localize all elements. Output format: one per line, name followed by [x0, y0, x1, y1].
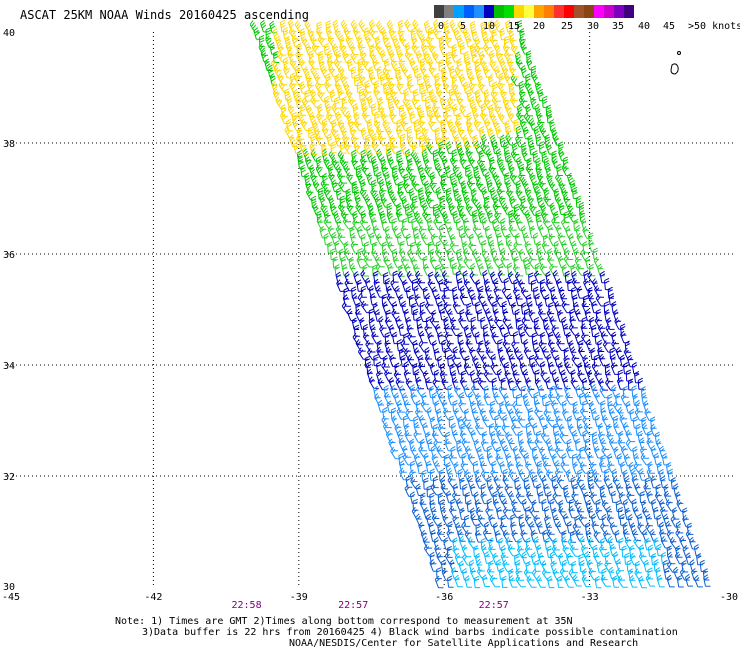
wind-barbs	[249, 19, 711, 589]
legend-swatch	[444, 5, 454, 18]
legend-swatch	[484, 5, 494, 18]
legend-swatch	[564, 5, 574, 18]
legend-swatch	[514, 5, 524, 18]
legend-label: 15	[508, 21, 521, 32]
longitude-tick-label: -42	[144, 592, 162, 603]
legend-swatch	[454, 5, 464, 18]
wind-barb-group	[450, 535, 668, 589]
legend-labels: 0 5 10 15 20 25 30 35 40 45 >50 knots	[430, 21, 740, 33]
note-line-1: Note: 1) Times are GMT 2)Times along bot…	[115, 616, 573, 627]
legend-label: 30	[587, 21, 600, 32]
latitude-tick-label: 40	[3, 28, 15, 39]
pass-time-label: 22:58	[231, 600, 262, 611]
legend-swatch	[494, 5, 504, 18]
legend-swatch	[534, 5, 544, 18]
note-line-3: NOAA/NESDIS/Center for Satellite Applica…	[289, 638, 639, 649]
legend-label: 10	[483, 21, 496, 32]
wind-barb-group	[270, 19, 522, 155]
legend-label: 40	[638, 21, 651, 32]
wind-barb-group	[373, 383, 675, 482]
island-outline	[670, 51, 681, 75]
legend-swatch	[434, 5, 444, 18]
wind-barb-group	[404, 475, 711, 589]
legend-swatch	[614, 5, 624, 18]
legend-swatch	[504, 5, 514, 18]
legend-swatch	[474, 5, 484, 18]
legend-swatch	[584, 5, 594, 18]
latitude-tick-label: 36	[3, 250, 15, 261]
longitude-tick-label: -45	[2, 592, 20, 603]
legend-swatch	[604, 5, 614, 18]
wind-barb-group	[316, 216, 605, 277]
longitude-tick-label: -33	[581, 592, 599, 603]
latitude-tick-label: 34	[3, 361, 15, 372]
longitude-tick-label: -39	[290, 592, 308, 603]
legend-swatch	[574, 5, 584, 18]
note-line-2: 3)Data buffer is 22 hrs from 20160425 4)…	[142, 627, 678, 638]
legend-label: >50 knots	[688, 21, 740, 32]
pass-time-label: 22:57	[478, 600, 509, 611]
legend-swatch	[594, 5, 604, 18]
wind-speed-legend	[434, 5, 634, 18]
legend-swatch	[544, 5, 554, 18]
legend-label: 0	[438, 21, 445, 32]
legend-swatch	[624, 5, 634, 18]
longitude-tick-label: -30	[720, 592, 738, 603]
legend-swatch	[524, 5, 534, 18]
latitude-tick-label: 38	[3, 139, 15, 150]
legend-label: 5	[460, 21, 467, 32]
legend-label: 45	[663, 21, 676, 32]
legend-label: 35	[612, 21, 625, 32]
axis-labels: -45 -42 -39 -36 -33 -30 30 32 34 36 38 40	[2, 28, 738, 603]
longitude-tick-label: -36	[435, 592, 453, 603]
wind-barb-group	[335, 269, 644, 391]
latitude-tick-label: 30	[3, 582, 15, 593]
latitude-tick-label: 32	[3, 472, 15, 483]
legend-label: 20	[533, 21, 546, 32]
legend-swatch	[554, 5, 564, 18]
wind-barb-group	[249, 19, 586, 224]
legend-swatch	[464, 5, 474, 18]
map-title: ASCAT 25KM NOAA Winds 20160425 ascending	[20, 8, 309, 22]
legend-label: 25	[561, 21, 574, 32]
pass-time-label: 22:57	[338, 600, 369, 611]
